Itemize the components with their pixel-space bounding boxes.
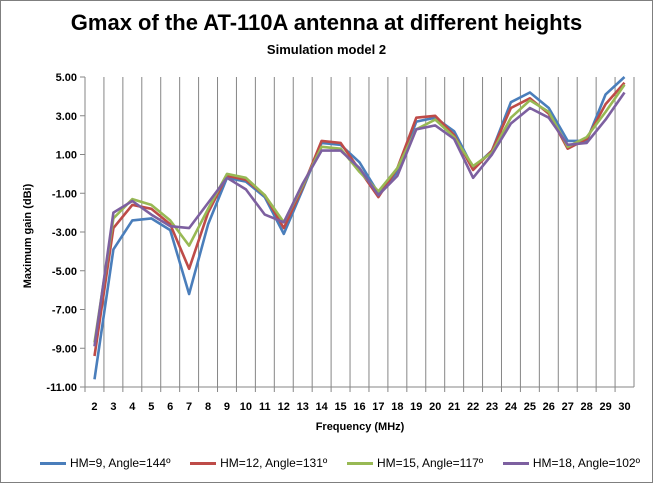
legend-swatch	[190, 461, 217, 465]
y-axis-label: Maximum gain (dBi)	[22, 183, 34, 288]
x-tick-label: 28	[581, 401, 593, 413]
x-tick-label: 4	[129, 401, 136, 413]
y-tick-labels: 5.00 3.00 1.00 -1.00 -3.00 -5.00 -7.00 -9.00 -11…	[46, 72, 77, 394]
legend-label: HM=9, Angle=144º	[70, 456, 171, 470]
x-tick-label: 6	[167, 401, 173, 413]
y-tick-label: 1.00	[56, 150, 77, 162]
x-tick-label: 12	[278, 401, 290, 413]
y-tick-label: -3.00	[52, 227, 77, 239]
x-tick-label: 17	[372, 401, 384, 413]
y-tick-label: -5.00	[52, 266, 77, 278]
y-tick-label: 3.00	[56, 111, 77, 123]
y-tick-label: -7.00	[52, 305, 77, 317]
legend-swatch	[502, 461, 529, 465]
legend: HM=9, Angle=144º HM=12, Angle=131º HM=15, …	[40, 456, 640, 470]
x-tick-labels: 2 3 4 5 6 7 8 9 10 11 12 13 14 15 16 17 18 19 20 21 22 23 24 25…	[91, 401, 630, 413]
x-tick-label: 8	[205, 401, 211, 413]
x-tick-label: 21	[448, 401, 460, 413]
y-tick-label: 5.00	[56, 72, 77, 84]
x-tick-label: 5	[148, 401, 154, 413]
x-tick-label: 19	[410, 401, 422, 413]
x-tick-label: 27	[562, 401, 574, 413]
y-tick-label: -11.00	[46, 382, 77, 394]
axes	[80, 76, 634, 392]
legend-item: HM=18, Angle=102º	[502, 456, 640, 470]
series-lines	[93, 76, 626, 380]
x-axis-label: Frequency (MHz)	[316, 421, 405, 433]
series-line-4	[93, 91, 626, 347]
y-tick-label: -1.00	[52, 188, 77, 200]
chart-title: Gmax of the AT-110A antenna at different…	[70, 10, 583, 35]
legend-item: HM=12, Angle=131º	[190, 456, 327, 470]
legend-item: HM=15, Angle=117º	[346, 456, 484, 470]
x-tick-label: 22	[467, 401, 479, 413]
y-tick-label: -9.00	[52, 343, 77, 355]
legend-swatch	[346, 461, 373, 465]
x-tick-label: 14	[316, 401, 329, 413]
x-tick-label: 7	[186, 401, 192, 413]
legend-label: HM=15, Angle=117º	[376, 456, 484, 470]
legend-label: HM=12, Angle=131º	[220, 456, 328, 470]
legend-swatch	[40, 461, 66, 465]
x-tick-label: 26	[543, 401, 555, 413]
x-tick-label: 20	[429, 401, 441, 413]
legend-item: HM=9, Angle=144º	[40, 456, 170, 470]
x-tick-label: 29	[599, 401, 611, 413]
x-tick-label: 18	[391, 401, 403, 413]
series-line-2	[93, 81, 626, 357]
x-tick-label: 16	[353, 401, 365, 413]
x-tick-label: 24	[505, 401, 518, 413]
chart-subtitle: Simulation model 2	[266, 42, 387, 57]
x-tick-label: 25	[524, 401, 536, 413]
x-tick-label: 30	[618, 401, 630, 413]
x-tick-label: 9	[224, 401, 230, 413]
x-tick-label: 23	[486, 401, 498, 413]
x-tick-label: 11	[259, 401, 271, 413]
x-tick-label: 13	[297, 401, 309, 413]
x-tick-label: 3	[110, 401, 116, 413]
series-line-1	[93, 76, 626, 380]
legend-label: HM=18, Angle=102º	[532, 456, 640, 470]
x-tick-label: 2	[91, 401, 97, 413]
x-tick-label: 10	[240, 401, 252, 413]
series-line-3	[93, 84, 626, 343]
x-tick-label: 15	[334, 401, 346, 413]
